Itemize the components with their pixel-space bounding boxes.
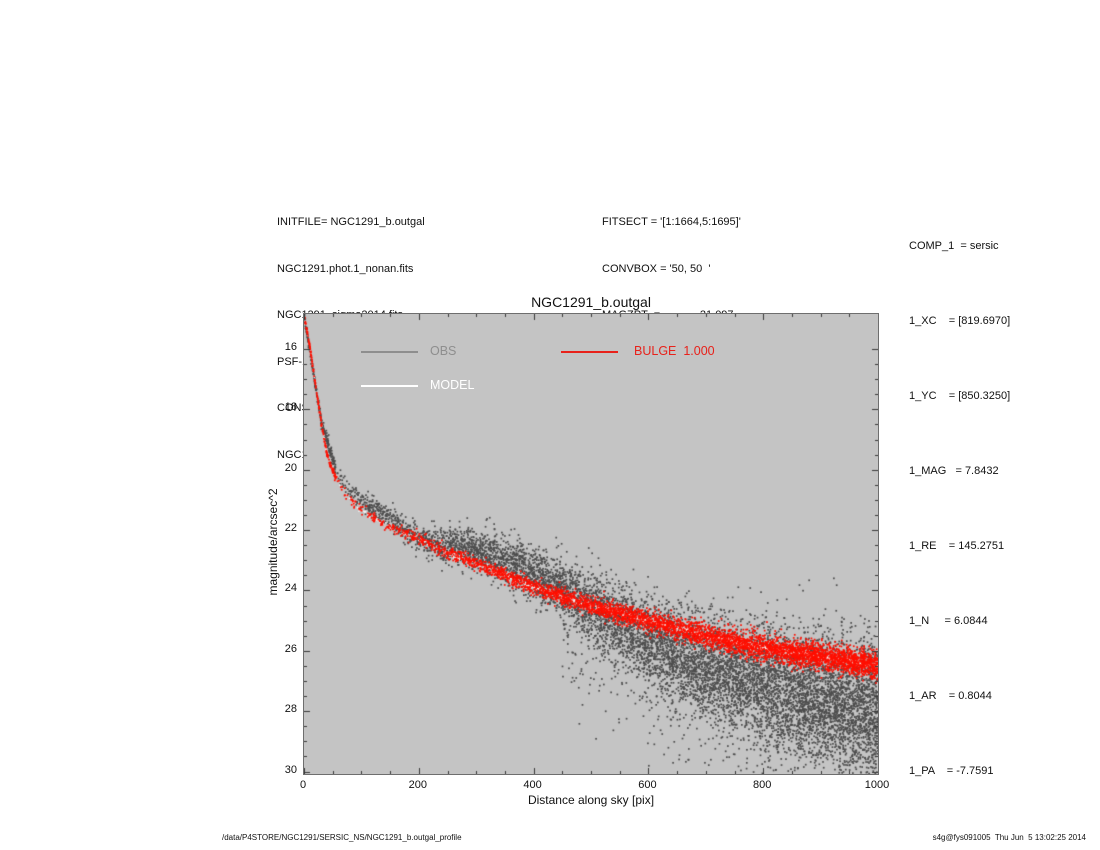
text-line: COMP_1 = sersic	[909, 240, 999, 252]
y-tick-label: 20	[284, 461, 297, 474]
text-line: CONVBOX = '50, 50 '	[602, 262, 711, 275]
text-line: 1_RE = 145.2751	[909, 540, 1005, 552]
x-tick-label: 600	[638, 779, 657, 791]
text-line: 1_XC = [819.6970]	[909, 315, 1011, 327]
y-tick-label: 28	[284, 703, 297, 716]
x-tick-label: 0	[299, 779, 307, 791]
y-axis-label: magnitude/arcsec^2	[266, 488, 280, 596]
text-line: 1_MAG = 7.8432	[909, 465, 999, 477]
y-tick-label: 24	[284, 582, 297, 595]
y-tick-label: 30	[284, 763, 297, 776]
plot-area: OBS MODEL BULGE 1.000	[303, 313, 879, 775]
fit-parameters-block: COMP_1 = sersic 1_XC = [819.6970] 1_YC =…	[909, 184, 1011, 850]
text-line: INITFILE= NGC1291_b.outgal	[277, 216, 425, 228]
x-tick-label: 400	[523, 779, 542, 791]
chart-title: NGC1291_b.outgal	[531, 294, 651, 310]
legend-line-model	[361, 385, 418, 387]
text-line: NGC1291.phot.1_nonan.fits	[277, 262, 414, 275]
chi2-value: Chi2/nu= 21.3365	[909, 846, 1011, 850]
text-line: 1_AR = 0.8044	[909, 690, 992, 702]
x-tick-label: 200	[408, 779, 427, 791]
legend-line-obs	[361, 351, 418, 353]
x-tick-label: 1000	[864, 779, 890, 791]
text-line: 1_PA = -7.7591	[909, 765, 994, 777]
legend-label-bulge: BULGE 1.000	[634, 344, 715, 358]
x-tick-label: 800	[753, 779, 772, 791]
scatter-canvas	[304, 314, 878, 774]
text-line: 1_N = 6.0844	[909, 615, 988, 627]
legend-label-model: MODEL	[430, 378, 475, 392]
legend-line-bulge	[561, 351, 618, 353]
legend-label-obs: OBS	[430, 344, 457, 358]
footer-user-timestamp: s4g@fys091005 Thu Jun 5 13:02:25 2014	[932, 833, 1086, 842]
x-axis-label: Distance along sky [pix]	[527, 793, 655, 807]
y-tick-label: 26	[284, 642, 297, 655]
footer-path: /data/P4STORE/NGC1291/SERSIC_NS/NGC1291_…	[222, 833, 462, 842]
y-tick-label: 18	[284, 401, 297, 414]
y-tick-label: 16	[284, 341, 297, 353]
text-line: FITSECT = '[1:1664,5:1695]'	[602, 216, 741, 228]
y-tick-label: 22	[284, 522, 297, 535]
text-line: 1_YC = [850.3250]	[909, 390, 1011, 402]
